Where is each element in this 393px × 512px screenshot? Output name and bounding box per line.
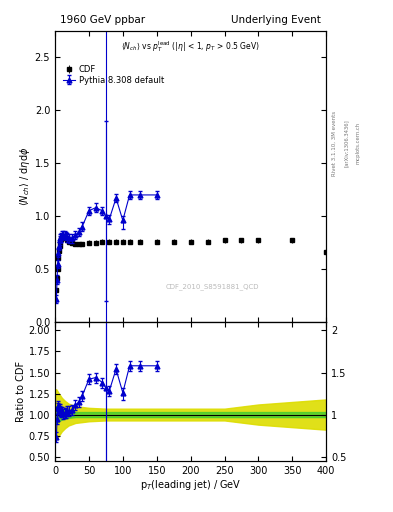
Y-axis label: $\langle N_{ch}\rangle$ / d$\eta$d$\phi$: $\langle N_{ch}\rangle$ / d$\eta$d$\phi$ bbox=[18, 146, 32, 206]
Text: $\langle N_{ch}\rangle$ vs $p_T^{\rm lead}$ ($|\eta|$ < 1, $p_T$ > 0.5 GeV): $\langle N_{ch}\rangle$ vs $p_T^{\rm lea… bbox=[121, 39, 260, 54]
Text: mcplots.cern.ch: mcplots.cern.ch bbox=[356, 122, 361, 164]
Text: 1960 GeV ppbar: 1960 GeV ppbar bbox=[61, 15, 145, 25]
Y-axis label: Ratio to CDF: Ratio to CDF bbox=[16, 361, 26, 422]
Text: Underlying Event: Underlying Event bbox=[231, 15, 321, 25]
Legend: CDF, Pythia 8.308 default: CDF, Pythia 8.308 default bbox=[62, 64, 165, 86]
Text: [arXiv:1306.3436]: [arXiv:1306.3436] bbox=[344, 119, 349, 167]
Text: Rivet 3.1.10, 3M events: Rivet 3.1.10, 3M events bbox=[332, 111, 337, 176]
Text: CDF_2010_S8591881_QCD: CDF_2010_S8591881_QCD bbox=[165, 284, 259, 290]
X-axis label: p$_T$(leading jet) / GeV: p$_T$(leading jet) / GeV bbox=[140, 478, 241, 493]
